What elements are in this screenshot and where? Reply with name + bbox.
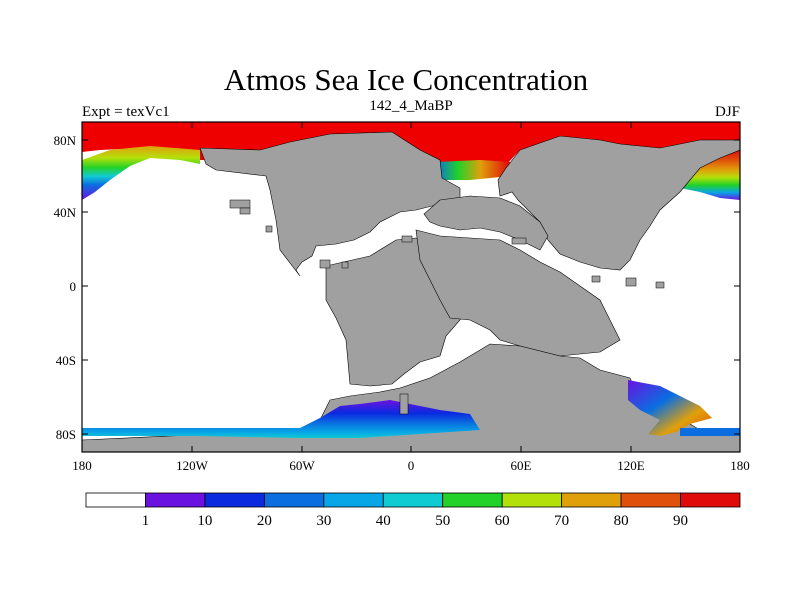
y-tick-label: 40S <box>56 353 76 368</box>
eurasia-land <box>497 135 740 271</box>
colorbar <box>85 492 741 508</box>
map-panel <box>81 121 741 453</box>
y-tick-label: 80N <box>54 133 77 148</box>
colorbar-swatch <box>501 492 563 508</box>
island <box>265 225 273 233</box>
north-america-land <box>199 131 461 277</box>
y-tick-label: 0 <box>70 279 77 294</box>
colorbar-swatch <box>561 492 622 508</box>
colorbar-swatch <box>442 492 503 508</box>
colorbar-swatch <box>323 492 384 508</box>
colorbar-label: 50 <box>435 513 450 529</box>
island <box>511 237 527 245</box>
colorbar-swatch <box>263 492 325 508</box>
island <box>591 275 601 283</box>
colorbar-swatch <box>204 492 265 508</box>
period-label: 142_4_MaBP <box>369 98 452 114</box>
x-tick-label: 180 <box>730 458 750 473</box>
colorbar-label: 70 <box>554 513 569 529</box>
pacific-ice-west <box>82 146 200 200</box>
colorbar-swatch <box>382 492 444 508</box>
colorbar-label: 10 <box>197 513 212 529</box>
colorbar-label: 60 <box>495 513 510 529</box>
x-tick-label: 60W <box>289 458 315 473</box>
southern-ice-east <box>628 380 712 436</box>
colorbar-swatch <box>680 492 741 508</box>
baltic-ice-patch <box>436 160 510 180</box>
colorbar-label: 20 <box>257 513 272 529</box>
island <box>625 277 637 287</box>
colorbar-label: 80 <box>614 513 629 529</box>
colorbar-label: 1 <box>142 513 150 529</box>
arctic-ice-cap <box>82 122 740 178</box>
island <box>341 261 349 269</box>
x-tick-label: 60E <box>511 458 532 473</box>
colorbar-label: 40 <box>376 513 391 529</box>
island <box>319 259 331 269</box>
axis-tick-marks <box>81 122 741 452</box>
y-tick-label: 40N <box>54 205 77 220</box>
x-tick-label: 120E <box>617 458 645 473</box>
x-tick-label: 0 <box>408 458 415 473</box>
southern-ice-rim <box>680 428 740 436</box>
y-tick-label: 80S <box>56 427 76 442</box>
colorbar-swatch <box>85 492 146 508</box>
africa-india-land <box>415 229 621 357</box>
colorbar-labels: 1 10 20 30 40 50 60 70 80 90 <box>142 513 688 529</box>
island <box>239 207 251 215</box>
experiment-label: Expt = texVc1 <box>82 104 170 120</box>
southern-ice-west <box>82 400 480 438</box>
southern-landmass <box>82 343 740 452</box>
map-title: Atmos Sea Ice Concentration <box>224 62 589 97</box>
colorbar-label: 30 <box>316 513 331 529</box>
island <box>229 199 251 209</box>
island <box>399 393 409 415</box>
season-label: DJF <box>715 104 740 120</box>
colorbar-swatch <box>620 492 681 508</box>
colorbar-label: 90 <box>673 513 688 529</box>
island <box>655 281 665 289</box>
x-tick-label: 180 <box>72 458 92 473</box>
colorbar-swatch <box>145 492 206 508</box>
x-tick-label: 120W <box>176 458 209 473</box>
island <box>401 235 413 243</box>
